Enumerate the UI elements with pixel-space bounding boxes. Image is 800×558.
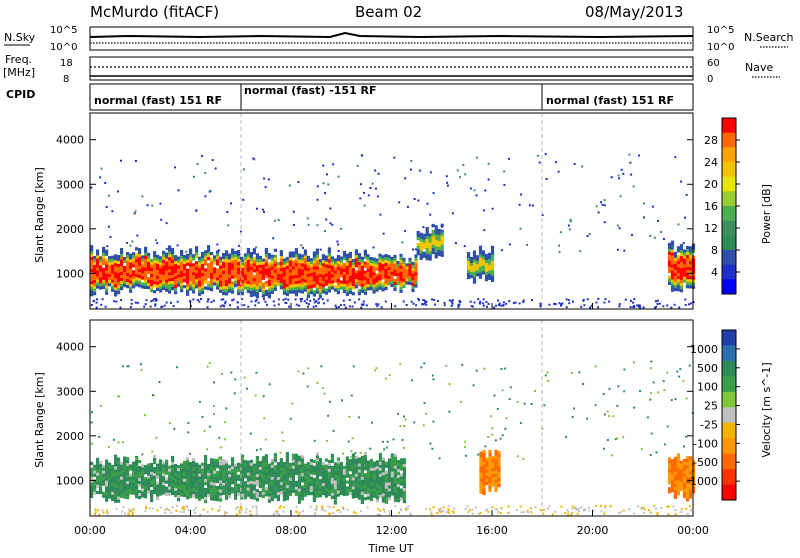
velocity-colorbar-swatch: [722, 453, 736, 470]
velocity-colorbar-tick: 1000: [690, 343, 718, 356]
nave-label: Nave: [745, 61, 773, 74]
power-colorbar: 28 24 20 16 12 8 4 Power [dB]: [704, 117, 773, 295]
power-sparse-echoes: [90, 153, 695, 309]
velocity-colorbar-swatch: [722, 345, 736, 362]
freq-label: Freq.: [5, 53, 32, 66]
nsearch-label: N.Search: [744, 31, 794, 44]
station-title: McMurdo (fitACF): [90, 3, 219, 21]
velocity-colorbar-tick: -25: [700, 418, 718, 431]
time-tick-label: 16:00: [476, 524, 508, 537]
power-scatter-region: [466, 245, 495, 284]
velocity-colorbar-tick: 500: [697, 362, 718, 375]
time-tick-label: 12:00: [376, 524, 408, 537]
freq-unit-label: [MHz]: [3, 66, 35, 79]
velocity-ytick-label: 4000: [56, 341, 84, 354]
power-ylabel: Slant Range [km]: [33, 167, 46, 263]
power-panel: 1000 2000 3000 4000 Slant Range [km]: [33, 112, 696, 310]
velocity-colorbar-swatch: [722, 469, 736, 486]
power-colorbar-tick: 16: [704, 200, 718, 213]
velocity-scatter-region: [667, 453, 696, 502]
velocity-ytick-label: 3000: [56, 385, 84, 398]
date-title: 08/May/2013: [585, 3, 683, 21]
time-tick-label: 20:00: [577, 524, 609, 537]
power-colorbar-tick: 4: [711, 266, 718, 279]
power-ytick-label: 3000: [56, 178, 84, 191]
time-tick-label: 00:00: [74, 524, 106, 537]
power-colorbar-swatch: [722, 118, 736, 134]
power-colorbar-tick: 24: [704, 156, 718, 169]
time-tick-label: 00:00: [677, 524, 709, 537]
program-label-2: normal (fast) -151 RF: [244, 84, 377, 97]
power-colorbar-swatch: [722, 250, 736, 266]
power-colorbar-swatch: [722, 191, 736, 207]
power-scatter-region: [416, 223, 444, 261]
velocity-ytick-label: 2000: [56, 430, 84, 443]
velocity-colorbar-swatch: [722, 407, 736, 424]
frequency-panel: Freq. [MHz] Nave 18 8 60 0: [3, 53, 780, 85]
noise-right-tick-low: 10^0: [707, 42, 734, 53]
noise-right-tick-high: 10^5: [707, 25, 734, 36]
power-colorbar-swatch: [722, 147, 736, 163]
power-ytick-label: 2000: [56, 223, 84, 236]
power-colorbar-swatch: [722, 162, 736, 178]
power-scatter-region: [366, 253, 418, 294]
power-colorbar-swatch: [722, 132, 736, 148]
time-tick-label: 04:00: [175, 524, 207, 537]
cpid-label: CPID: [6, 88, 35, 101]
noise-tick-low: 10^0: [50, 42, 77, 53]
program-label-3: normal (fast) 151 RF: [546, 94, 674, 107]
noise-tick-high: 10^5: [50, 25, 77, 36]
velocity-ylabel: Slant Range [km]: [33, 372, 46, 468]
cpid-row: CPID normal (fast) 151 RF normal (fast) …: [6, 83, 694, 111]
velocity-colorbar-label: Velocity [m s^-1]: [760, 362, 773, 457]
power-colorbar-swatch: [722, 206, 736, 222]
velocity-colorbar-swatch: [722, 391, 736, 408]
velocity-colorbar-tick: -500: [693, 456, 718, 469]
power-scatter-region: [90, 245, 244, 297]
nave-tick-low: 0: [707, 74, 713, 85]
velocity-scatter-region: [479, 449, 501, 496]
power-colorbar-tick: 20: [704, 178, 718, 191]
power-ytick-label: 4000: [56, 134, 84, 147]
time-axis-label: Time UT: [367, 542, 413, 554]
nsky-label: N.Sky: [4, 31, 36, 44]
velocity-colorbar-swatch: [722, 376, 736, 393]
velocity-colorbar-swatch: [722, 330, 736, 346]
velocity-colorbar-tick: -1000: [686, 475, 718, 488]
power-colorbar-tick: 12: [704, 222, 718, 235]
power-colorbar-tick: 8: [711, 244, 718, 257]
velocity-scatter-region: [240, 452, 406, 505]
velocity-colorbar-tick: 100: [697, 381, 718, 394]
time-axis: 00:00 04:00 08:00 12:00 16:00 20:00 00:00: [74, 303, 709, 537]
velocity-colorbar-swatch: [722, 438, 736, 455]
velocity-colorbar-swatch: [722, 360, 736, 377]
time-tick-label: 08:00: [275, 524, 307, 537]
power-colorbar-tick: 28: [704, 134, 718, 147]
velocity-colorbar-tick: -100: [693, 437, 718, 450]
velocity-colorbar: 1000 500 100 25 -25 -100 -500 -1000 Velocity [m…: [686, 329, 773, 501]
power-colorbar-swatch: [722, 176, 736, 192]
power-ytick-label: 1000: [56, 267, 84, 280]
velocity-colorbar-swatch: [722, 422, 736, 439]
power-colorbar-swatch: [722, 220, 736, 236]
freq-tick-high: 18: [60, 58, 73, 69]
velocity-scatter-region: [90, 454, 244, 504]
velocity-colorbar-tick: 25: [704, 400, 718, 413]
nave-tick-high: 60: [707, 58, 720, 69]
power-scatter-region: [240, 247, 367, 299]
power-colorbar-label: Power [dB]: [760, 184, 773, 244]
beam-title: Beam 02: [355, 3, 422, 21]
velocity-colorbar-swatch: [722, 484, 736, 501]
power-colorbar-swatch: [722, 279, 736, 295]
power-colorbar-swatch: [722, 264, 736, 280]
velocity-ytick-label: 1000: [56, 474, 84, 487]
noise-panel: N.Sky N.Search 10^5 10^0 10^5 10^0: [4, 25, 794, 53]
velocity-panel: 1000 2000 3000 4000 Slant Range [km]: [33, 319, 696, 517]
program-label-1: normal (fast) 151 RF: [94, 94, 222, 107]
power-colorbar-swatch: [722, 235, 736, 251]
freq-tick-low: 8: [63, 74, 69, 85]
